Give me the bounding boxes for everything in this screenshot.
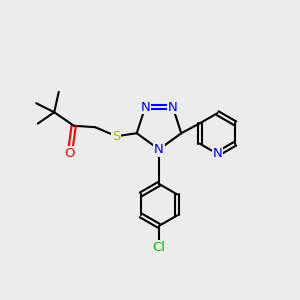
Text: O: O (64, 147, 74, 160)
Text: Cl: Cl (152, 241, 166, 254)
Text: N: N (213, 147, 222, 161)
Text: S: S (112, 130, 121, 143)
Text: N: N (168, 100, 178, 114)
Text: N: N (154, 143, 164, 156)
Text: N: N (140, 100, 150, 114)
